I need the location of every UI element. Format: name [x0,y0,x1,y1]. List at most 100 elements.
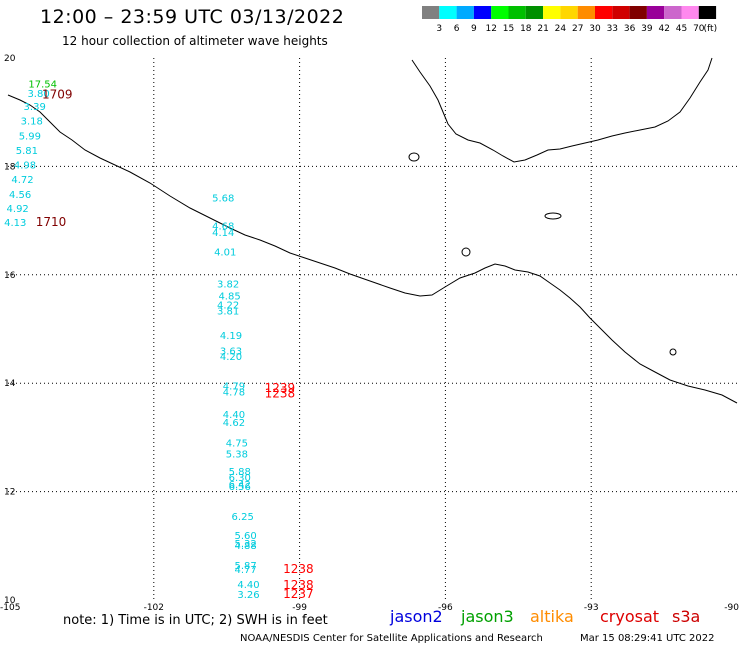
wave-height-label: 4.77 [234,565,256,576]
legend-swatch [560,6,578,19]
legend-tick-label: 6 [454,24,460,34]
longitude-tick-label: -102 [144,603,164,613]
legend-tick-label: 24 [555,24,567,34]
wave-height-label: 4.01 [214,247,236,258]
wave-height-label: 3.80 [27,89,49,100]
legend-tick-label: 36 [624,24,636,34]
legend-swatch [456,6,474,19]
legend-swatch [664,6,682,19]
wave-height-label: 4.72 [11,175,33,186]
latitude-tick-label: 16 [4,271,16,281]
legend-swatch [422,6,440,19]
color-legend: 3 6 9 12 15 18 21 24 27 30 33 36 39 42 45 70 (ft) [422,6,717,34]
wave-height-label: 3.39 [24,102,46,113]
wave-height-label: 4.14 [212,228,234,239]
legend-swatch [629,6,647,19]
legend-tick-label: 9 [471,24,477,34]
island-outline [544,212,562,220]
gulf-coastline [411,57,713,163]
wave-height-label: 4.22 [217,300,239,311]
wave-height-label: 4.62 [223,418,245,429]
wave-height-label: 4.88 [234,541,256,552]
wave-height-label: 4.40 [237,580,259,591]
wave-height-label: 6.42 [229,480,251,491]
longitude-tick-label: -90 [724,603,739,613]
units-note: note: 1) Time is in UTC; 2) SWH is in fe… [63,613,328,628]
wave-height-label: 4.78 [223,388,245,399]
wave-height-label: 5.38 [226,449,248,460]
island-outline [669,348,677,356]
satellite-s3a: s3a [672,607,701,626]
wave-height-label: 5.88 [229,467,251,478]
longitude-tick-label: -105 [0,603,20,613]
legend-tick-label: 39 [641,24,653,34]
generated-timestamp: Mar 15 08:29:41 UTC 2022 [580,633,715,644]
wave-height-label: 5.68 [212,194,234,205]
legend-swatch [543,6,561,19]
map-title: 12:00 – 23:59 UTC 03/13/2022 [40,6,345,28]
source-credit: NOAA/NESDIS Center for Satellite Applica… [240,633,543,644]
legend-swatch [508,6,526,19]
wave-height-label: 5.32 [234,539,256,550]
satellite-cryosat: cryosat [600,607,660,626]
legend-swatch [473,6,492,19]
wave-height-labels: 17.543.80 3.39 3.18 5.99 5.81 4.98 4.72 4.56 4.9… [4,79,314,601]
time-label: 1709 [42,88,73,102]
legend-tick-label: 70 [693,24,705,34]
legend-tick-label: 12 [485,24,496,34]
legend-tick-label: 27 [572,24,583,34]
legend-tick-label: 33 [607,24,618,34]
time-label: 1239 [265,381,296,395]
wave-height-label: 4.75 [226,439,248,450]
time-label: 1237 [283,587,314,601]
time-label: 1238 [283,578,314,592]
legend-swatch [595,6,613,19]
wave-height-label: 3.18 [21,117,43,128]
lat-lon-grid [8,58,737,600]
satellite-altika: altika [530,607,574,626]
wave-height-label: 17.54 [28,79,57,90]
wave-height-label: 4.19 [220,331,242,342]
wave-height-label: 4.68 [212,221,234,232]
legend-tick-label: 42 [658,24,669,34]
wave-height-label: 5.81 [16,146,38,157]
wave-height-label: 6.25 [232,512,254,523]
legend-swatch [612,6,630,19]
map-subtitle: 12 hour collection of altimeter wave hei… [62,34,328,48]
coastline [7,57,738,404]
legend-tick-label: 15 [503,24,514,34]
legend-swatch [698,6,717,19]
longitude-tick-label: -99 [292,603,307,613]
wave-height-label: 4.79 [223,382,245,393]
wave-height-label: 5.87 [234,561,256,572]
wave-height-label: 4.85 [218,292,240,303]
longitude-tick-label: -93 [584,603,599,613]
wave-height-label: 3.82 [217,279,239,290]
legend-swatch [646,6,665,19]
legend-swatch [681,6,699,19]
satellite-jason2: jason2 [390,607,443,626]
legend-swatch [525,6,544,19]
wave-height-label: 6.56 [229,482,251,493]
legend-tick-label: 3 [436,24,442,34]
island-outline [461,247,471,257]
latitude-tick-label: 14 [4,379,16,389]
wave-height-label: 3.26 [237,590,259,601]
time-label: 1710 [36,215,67,229]
wave-height-label: 4.20 [220,352,242,363]
legend-tick-label: 18 [520,24,532,34]
legend-tick-label: 30 [589,24,601,34]
legend-tick-label: 21 [537,24,548,34]
wave-height-label: 4.92 [7,204,29,215]
legend-tick-label: 45 [676,24,687,34]
satellite-jason3: jason3 [461,607,514,626]
wave-height-label: 4.98 [14,161,36,172]
island-outline [408,152,420,162]
longitude-tick-label: -96 [438,603,453,613]
wave-height-label: 3.81 [217,306,239,317]
wave-height-label: 4.40 [223,410,245,421]
latitude-tick-label: 20 [4,54,16,64]
wave-height-label: 5.60 [234,531,256,542]
